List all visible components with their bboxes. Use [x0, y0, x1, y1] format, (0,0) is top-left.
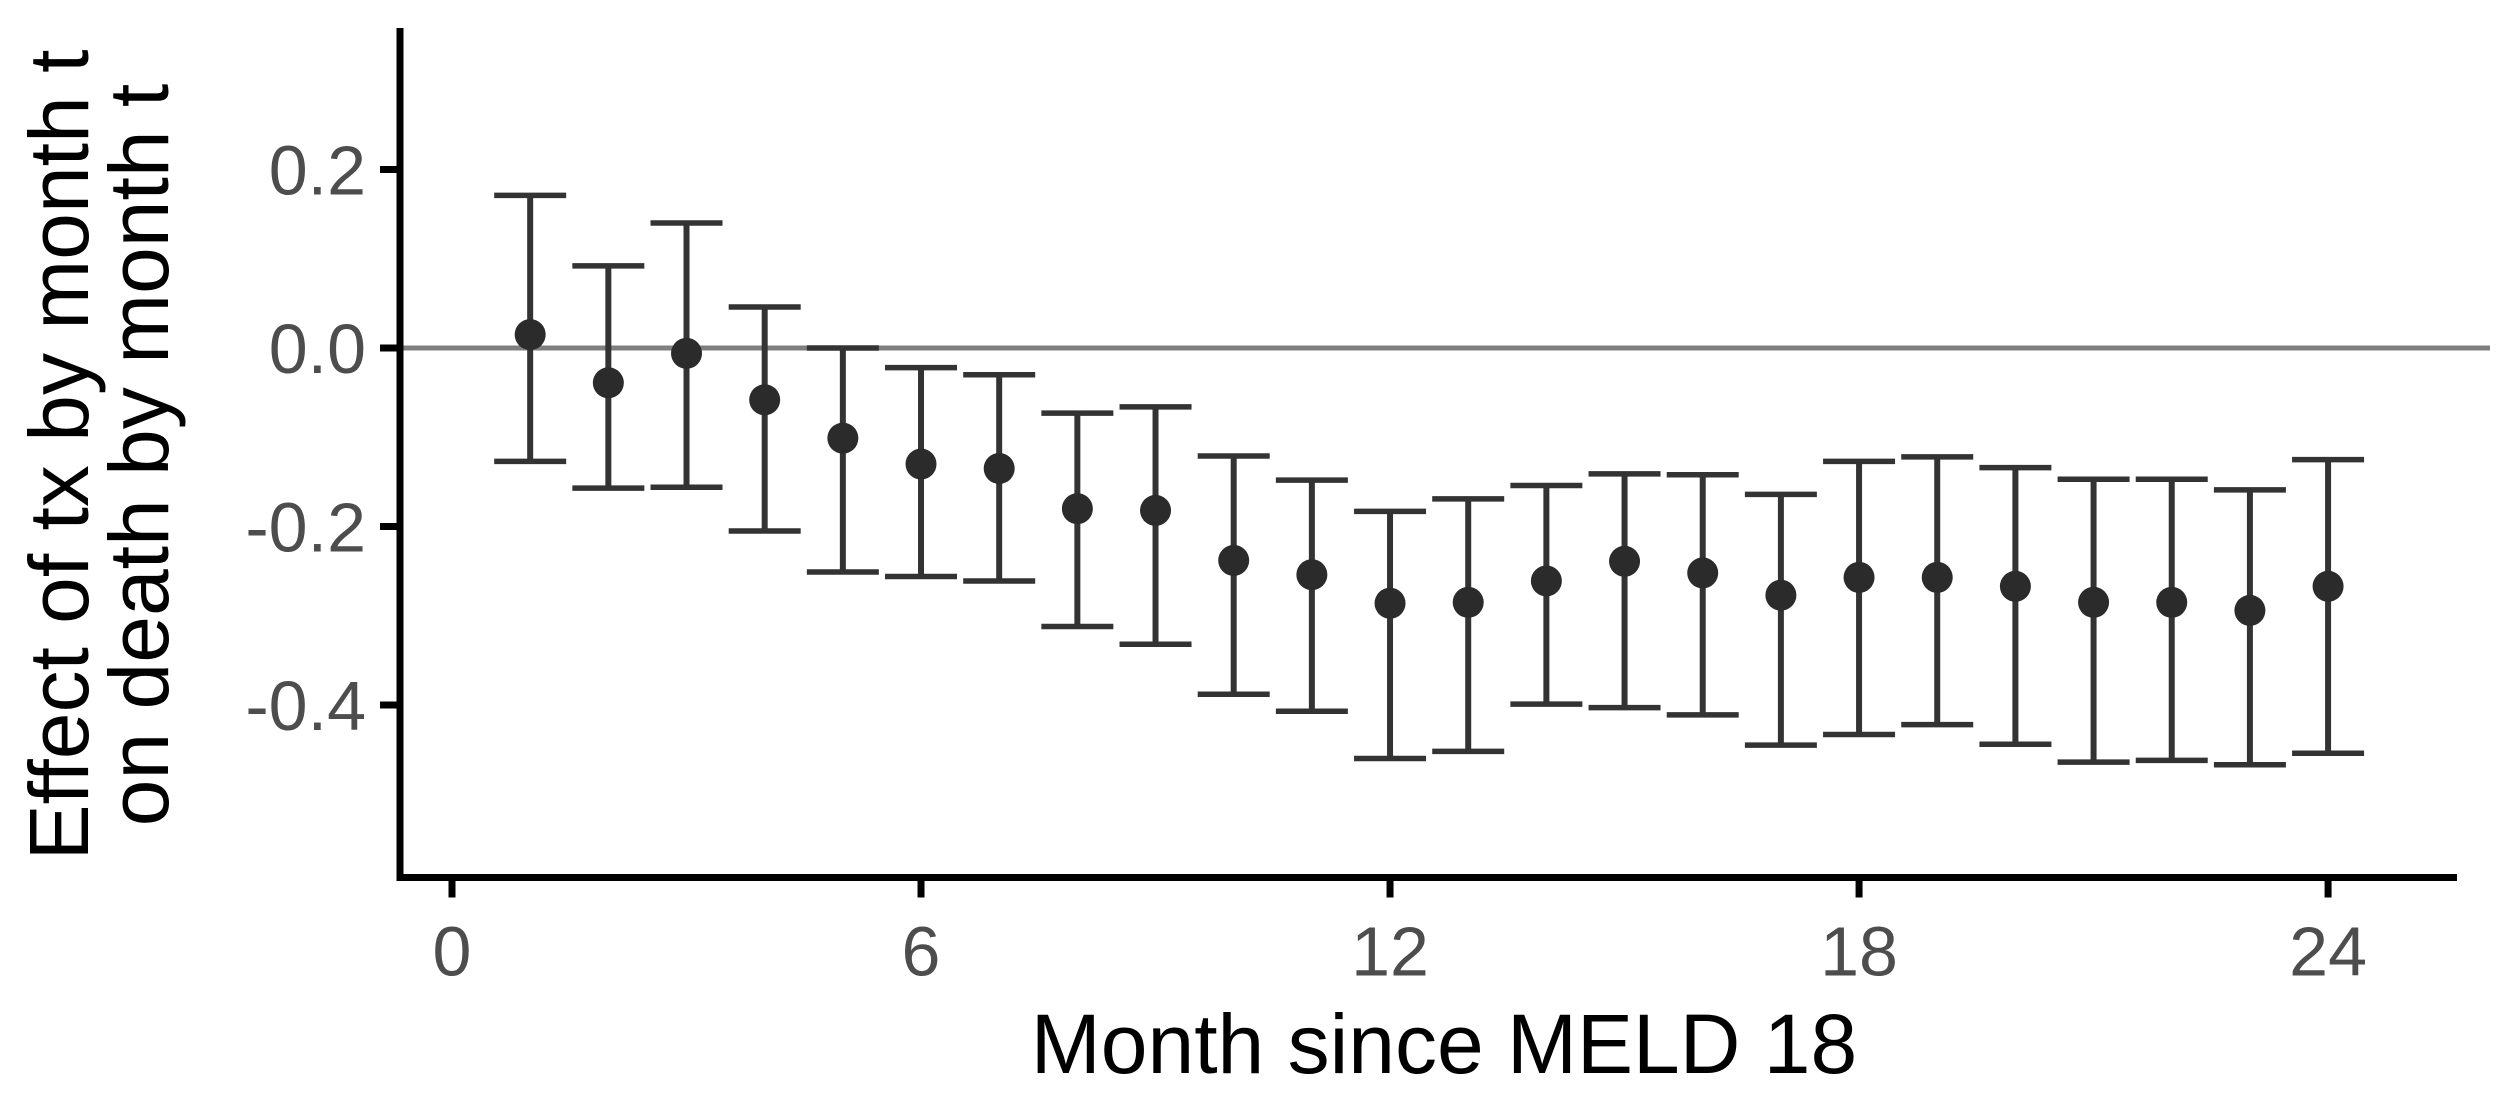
x-tick-label: 0: [433, 913, 472, 991]
y-tick-label: 0.2: [269, 132, 366, 210]
x-tick-label: 18: [1820, 913, 1898, 991]
data-point: [983, 452, 1015, 484]
data-point: [1921, 561, 1953, 593]
y-axis-title-line2: on death by month t: [92, 84, 186, 827]
data-point: [1999, 570, 2031, 602]
data-point: [2234, 594, 2266, 626]
x-tick-label: 12: [1351, 913, 1429, 991]
y-tick-label: 0.0: [269, 310, 366, 388]
data-point: [2156, 586, 2188, 618]
data-point: [1061, 493, 1093, 525]
y-tick-label: -0.2: [245, 489, 366, 567]
x-tick-label: 6: [902, 913, 941, 991]
data-point: [514, 319, 546, 351]
y-tick-label: -0.4: [245, 667, 366, 745]
tick-labels: 0.2 0.0 -0.2 -0.4 0 6 12 18 24: [245, 132, 2367, 991]
data-point: [1452, 586, 1484, 618]
tick-marks: [380, 166, 2332, 898]
data-point: [1530, 565, 1562, 597]
axes: [396, 28, 2457, 881]
data-point: [905, 448, 937, 480]
data-point: [1687, 557, 1719, 589]
x-axis-title: Month since MELD 18: [1031, 997, 1857, 1091]
data-point: [749, 384, 781, 416]
data-point: [1765, 579, 1797, 611]
error-bars: [494, 192, 2365, 768]
data-point: [1609, 545, 1641, 577]
y-axis-title-line1: Effect of tx by month t: [12, 50, 106, 861]
data-point: [1140, 494, 1172, 526]
x-tick-label: 24: [2289, 913, 2367, 991]
data-point: [1296, 559, 1328, 591]
data-point: [1843, 561, 1875, 593]
data-point: [592, 367, 624, 399]
data-point: [2312, 570, 2344, 602]
data-point: [671, 337, 703, 369]
data-point: [1218, 544, 1250, 576]
data-point: [1374, 587, 1406, 619]
data-point: [2078, 586, 2110, 618]
data-point: [827, 422, 859, 454]
data-points: [514, 319, 2344, 626]
